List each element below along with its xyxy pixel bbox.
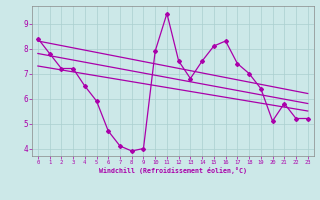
X-axis label: Windchill (Refroidissement éolien,°C): Windchill (Refroidissement éolien,°C) bbox=[99, 167, 247, 174]
